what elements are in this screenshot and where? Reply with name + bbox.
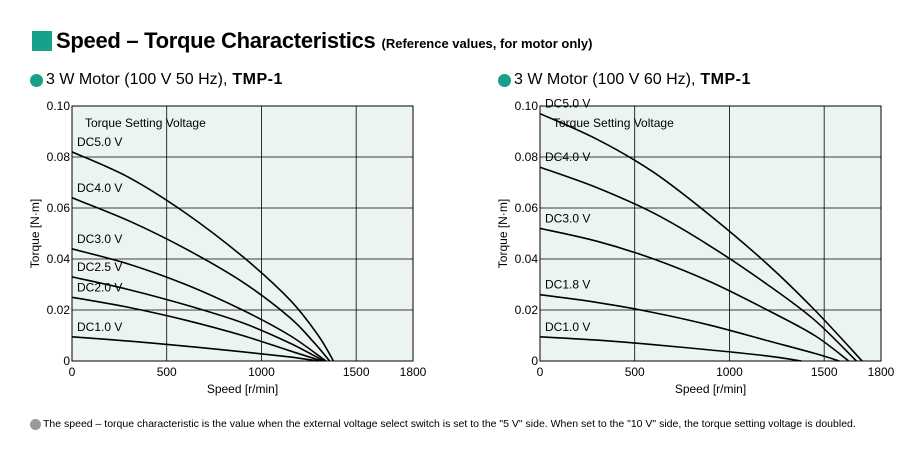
y-tick-label: 0.06 xyxy=(515,201,539,215)
footnote: The speed – torque characteristic is the… xyxy=(30,417,856,431)
y-tick-label: 0.02 xyxy=(47,303,71,317)
chart-1: 0 500 1000 1500 1800 0 0.02 0.04 0.06 0.08 0.10 Spe… xyxy=(28,99,427,396)
torque-setting-voltage-label: Torque Setting Voltage xyxy=(553,116,674,130)
series-line xyxy=(71,197,331,362)
series-label: DC1.0 V xyxy=(77,320,122,334)
series-line xyxy=(539,293,840,362)
x-tick-label: 1500 xyxy=(343,365,370,379)
x-tick-label: 500 xyxy=(157,365,177,379)
section-square-icon xyxy=(32,31,52,51)
x-tick-label: 1800 xyxy=(400,365,427,379)
series-label: DC2.5 V xyxy=(77,260,122,274)
y-tick-label: 0.08 xyxy=(47,150,71,164)
chart-2-title-text: 3 W Motor (100 V 60 Hz), xyxy=(514,71,696,88)
page-heading: Speed – Torque Characteristics (Referenc… xyxy=(32,28,592,54)
y-tick-label: 0 xyxy=(531,354,538,368)
chart-2: 0 500 1000 1500 1800 0 0.02 0.04 0.06 0.08 0.10 Spe… xyxy=(496,97,895,396)
series-label: DC3.0 V xyxy=(545,211,590,225)
series-line xyxy=(71,296,323,362)
chart-1-title: 3 W Motor (100 V 50 Hz), TMP-1 xyxy=(30,70,283,90)
y-axis-label: Torque [N·m] xyxy=(496,199,510,268)
series-label: DC4.0 V xyxy=(77,181,122,195)
x-tick-label: 500 xyxy=(625,365,645,379)
x-tick-label: 1800 xyxy=(868,365,895,379)
series-line xyxy=(539,336,802,362)
y-tick-label: 0.08 xyxy=(515,150,539,164)
y-tick-label: 0 xyxy=(63,354,70,368)
series-line xyxy=(71,276,325,362)
y-tick-label: 0.04 xyxy=(47,252,71,266)
series-label: DC1.8 V xyxy=(545,278,590,292)
bullet-dot-icon xyxy=(30,73,43,87)
x-tick-label: 0 xyxy=(69,365,76,379)
series-line xyxy=(71,336,319,362)
series-label: DC5.0 V xyxy=(545,97,590,111)
footnote-text: The speed – torque characteristic is the… xyxy=(43,418,856,430)
page-subtitle: (Reference values, for motor only) xyxy=(381,36,593,51)
x-tick-label: 1500 xyxy=(811,365,838,379)
series-line xyxy=(539,112,863,362)
series-label: DC2.0 V xyxy=(77,280,122,294)
chart-1-model: TMP-1 xyxy=(232,71,283,88)
y-tick-label: 0.06 xyxy=(47,201,71,215)
series-line xyxy=(71,248,327,362)
page-title: Speed – Torque Characteristics xyxy=(56,28,376,53)
y-tick-label: 0.10 xyxy=(515,99,539,113)
chart-2-model: TMP-1 xyxy=(700,71,751,88)
plot-frame xyxy=(539,105,882,362)
y-tick-label: 0.02 xyxy=(515,303,539,317)
x-tick-label: 1000 xyxy=(716,365,743,379)
series-label: DC3.0 V xyxy=(77,232,122,246)
x-axis-label: Speed [r/min] xyxy=(675,382,746,396)
x-tick-label: 0 xyxy=(537,365,544,379)
note-dot-icon xyxy=(30,418,41,430)
chart-1-title-text: 3 W Motor (100 V 50 Hz), xyxy=(46,71,228,88)
y-tick-label: 0.10 xyxy=(47,99,71,113)
x-tick-label: 1000 xyxy=(248,365,275,379)
chart-2-title: 3 W Motor (100 V 60 Hz), TMP-1 xyxy=(498,70,751,90)
torque-setting-voltage-label: Torque Setting Voltage xyxy=(85,116,206,130)
plot-frame xyxy=(71,105,414,362)
series-label: DC4.0 V xyxy=(545,150,590,164)
x-axis-label: Speed [r/min] xyxy=(207,382,278,396)
series-line xyxy=(71,151,335,362)
y-tick-label: 0.04 xyxy=(515,252,539,266)
y-axis-label: Torque [N·m] xyxy=(28,199,42,268)
series-line xyxy=(539,166,857,362)
series-label: DC1.0 V xyxy=(545,320,590,334)
plot-area xyxy=(540,106,881,361)
series-label: DC5.0 V xyxy=(77,135,122,149)
bullet-dot-icon xyxy=(498,73,511,87)
series-line xyxy=(539,227,850,362)
